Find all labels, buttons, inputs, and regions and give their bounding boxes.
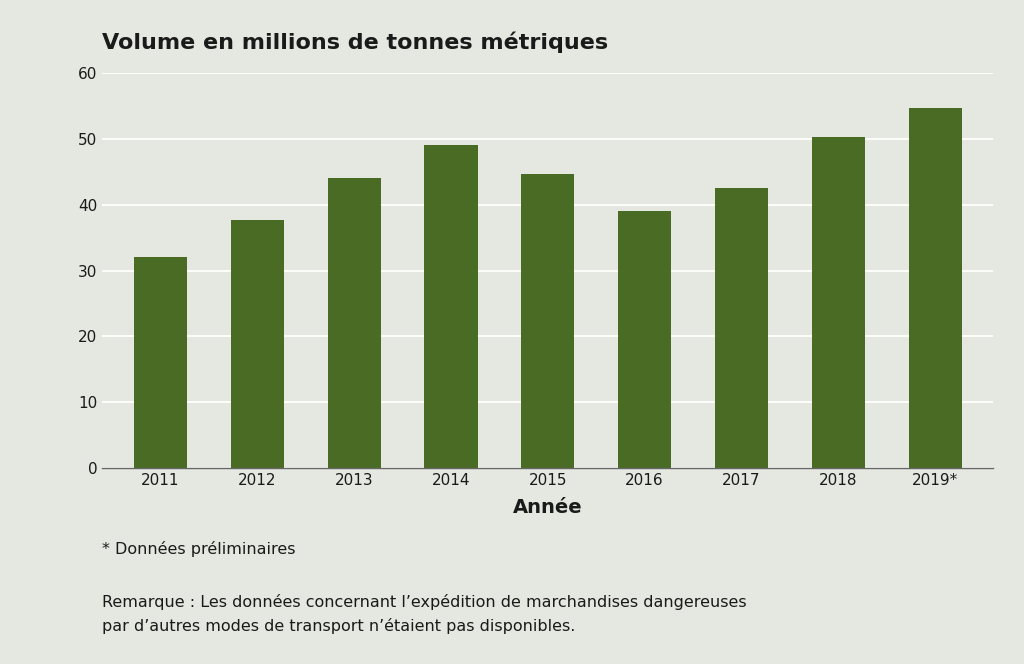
- Bar: [812, 137, 865, 468]
- Text: * Données préliminaires: * Données préliminaires: [102, 541, 296, 557]
- Bar: [908, 108, 962, 468]
- Bar: [134, 258, 187, 468]
- Text: Volume en millions de tonnes métriques: Volume en millions de tonnes métriques: [102, 32, 608, 53]
- Bar: [618, 211, 672, 468]
- Text: Année: Année: [513, 499, 583, 517]
- Bar: [328, 179, 381, 468]
- Bar: [521, 174, 574, 468]
- Text: Remarque : Les données concernant l’expédition de marchandises dangereuses
par d: Remarque : Les données concernant l’expé…: [102, 594, 748, 634]
- Bar: [715, 189, 768, 468]
- Bar: [230, 220, 284, 468]
- Bar: [424, 145, 477, 468]
